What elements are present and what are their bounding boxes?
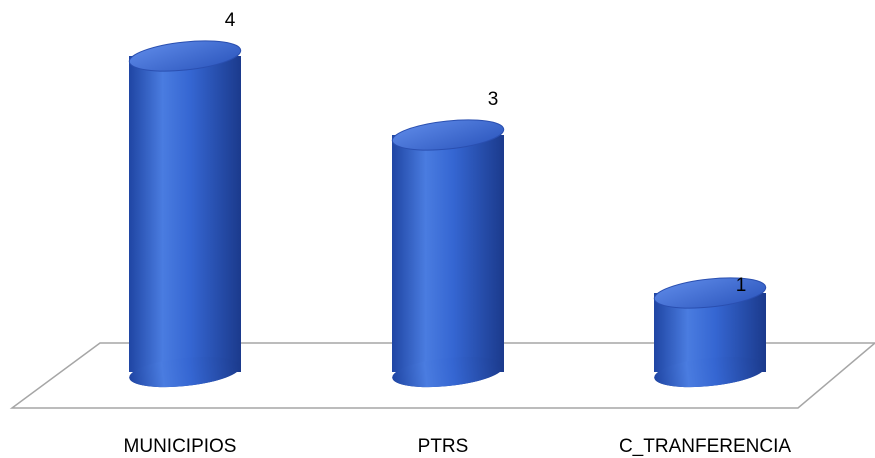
bar-ptrs xyxy=(391,115,505,392)
x-tick-labels-group: MUNICIPIOS PTRS C_TRANFERENCIA xyxy=(124,436,792,457)
bar-municipios xyxy=(128,36,242,392)
x-tick-label: PTRS xyxy=(418,436,469,457)
bar-body xyxy=(392,135,504,372)
data-label: 3 xyxy=(488,89,499,110)
bar-body xyxy=(129,56,241,372)
data-label: 1 xyxy=(736,275,747,296)
bars-group xyxy=(128,36,767,392)
x-tick-label: MUNICIPIOS xyxy=(124,436,237,457)
data-label: 4 xyxy=(225,10,236,31)
bar-c-tranferencia xyxy=(653,273,767,392)
x-tick-label: C_TRANFERENCIA xyxy=(619,436,791,457)
